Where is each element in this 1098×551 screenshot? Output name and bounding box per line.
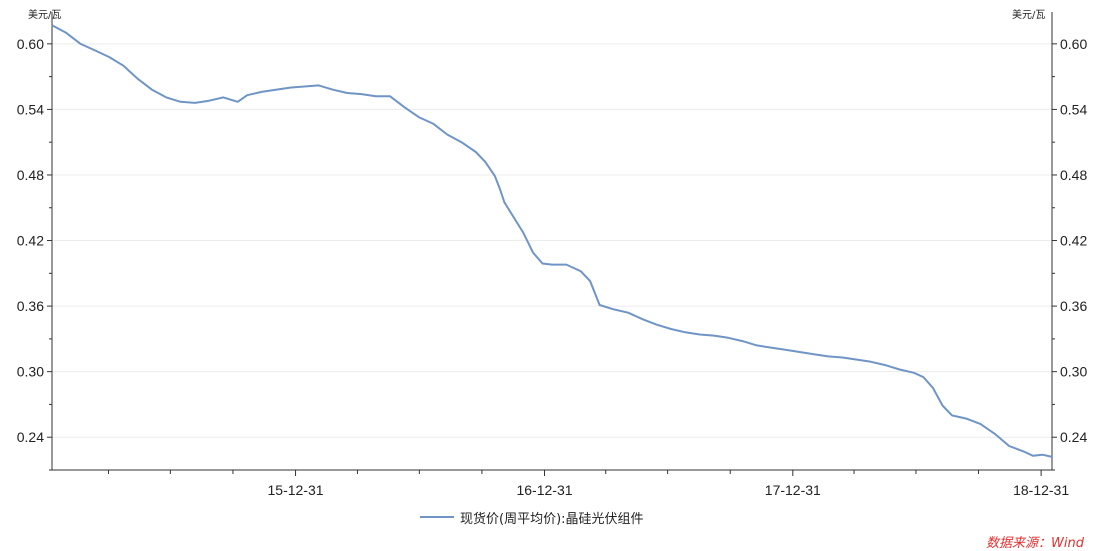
right-y-axis-ticks: 0.24 0.30 0.36 0.42 0.48 0.54 0.60 <box>1052 36 1087 471</box>
left-y-tick-label: 0.30 <box>17 364 44 380</box>
legend-swatch <box>420 516 454 518</box>
left-unit-label: 美元/瓦 <box>28 8 61 21</box>
legend-series-name: 现货价(周平均价):晶硅光伏组件 <box>460 511 644 527</box>
right-y-tick-label: 0.54 <box>1060 101 1087 117</box>
left-y-tick-label: 0.54 <box>17 101 44 117</box>
left-y-tick-label: 0.60 <box>17 36 44 52</box>
x-axis-ticks: 15-12-31 16-12-31 17-12-31 18-12-31 <box>107 470 1069 498</box>
x-tick-label: 18-12-31 <box>1013 482 1069 498</box>
left-y-tick-label: 0.48 <box>17 167 44 183</box>
x-tick-label: 17-12-31 <box>765 482 821 498</box>
left-y-tick-label: 0.42 <box>17 233 44 249</box>
left-y-axis-ticks: 0.24 0.30 0.36 0.42 0.48 0.54 0.60 <box>17 36 52 471</box>
right-y-tick-label: 0.30 <box>1060 364 1087 380</box>
left-y-tick-label: 0.36 <box>17 298 44 314</box>
right-y-tick-label: 0.36 <box>1060 298 1087 314</box>
right-unit-label: 美元/瓦 <box>1012 8 1045 21</box>
left-y-tick-label: 0.24 <box>17 429 44 445</box>
series-layer <box>51 24 1053 458</box>
series-line <box>51 24 1053 458</box>
right-y-tick-label: 0.42 <box>1060 233 1087 249</box>
x-tick-label: 15-12-31 <box>268 482 324 498</box>
right-y-tick-label: 0.24 <box>1060 429 1087 445</box>
x-tick-label: 16-12-31 <box>516 482 572 498</box>
source-note: 数据来源：Wind <box>986 536 1084 551</box>
right-y-tick-label: 0.60 <box>1060 36 1087 52</box>
grid-lines <box>52 43 1052 438</box>
legend: 现货价(周平均价):晶硅光伏组件 <box>420 508 644 527</box>
right-y-tick-label: 0.48 <box>1060 167 1087 183</box>
